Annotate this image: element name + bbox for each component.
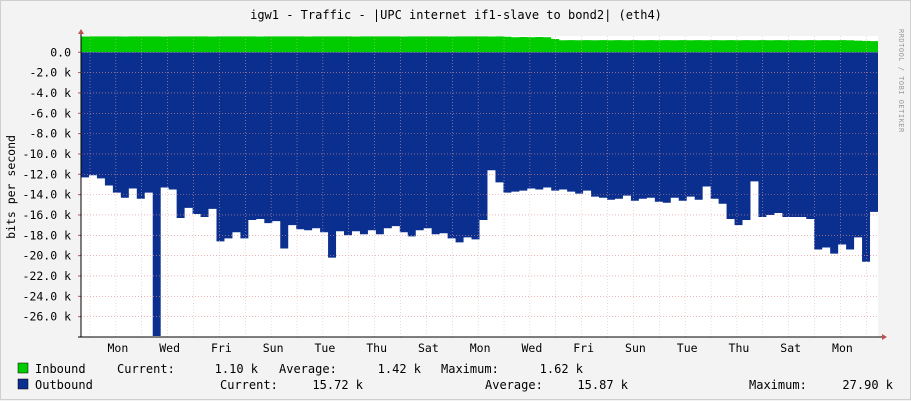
y-tick-label: -24.0 k xyxy=(23,289,72,303)
x-tick-labels: Mon Wed Fri Sun Tue Thu Sat Mon Wed Fri Sun Tue Thu S… xyxy=(107,341,852,355)
y-tick-label: -14.0 k xyxy=(23,188,72,202)
y-tick-label: -18.0 k xyxy=(23,228,72,242)
legend-outbound-current: 15.72 k xyxy=(312,378,363,392)
x-tick-label: Sun xyxy=(625,341,646,355)
x-tick-label: Mon xyxy=(832,341,853,355)
x-tick-label: Wed xyxy=(522,341,543,355)
grid-layer xyxy=(78,36,878,337)
axes xyxy=(78,29,887,340)
x-tick-label: Tue xyxy=(677,341,698,355)
x-tick-label: Sat xyxy=(780,341,801,355)
series-area-outbound xyxy=(81,52,878,336)
x-tick-label: Sun xyxy=(263,341,284,355)
legend-outbound-maximum: 27.90 k xyxy=(842,378,893,392)
x-axis-arrow xyxy=(882,334,887,340)
y-tick-label: -16.0 k xyxy=(23,208,72,222)
legend-inbound-current-label: Current: xyxy=(117,362,175,376)
y-tick-label: -4.0 k xyxy=(29,86,71,100)
x-tick-label: Fri xyxy=(573,341,594,355)
legend-inbound-current: 1.10 k xyxy=(215,362,259,376)
x-tick-label: Wed xyxy=(159,341,180,355)
y-tick-label: -8.0 k xyxy=(29,127,71,141)
legend-swatch-inbound xyxy=(17,362,29,374)
x-tick-label: Tue xyxy=(314,341,335,355)
legend-inbound-maximum: 1.62 k xyxy=(540,362,584,376)
x-tick-label: Mon xyxy=(107,341,128,355)
x-tick-label: Mon xyxy=(470,341,491,355)
y-tick-label: -20.0 k xyxy=(23,249,72,263)
area-layer xyxy=(81,36,878,336)
y-tick-label: -12.0 k xyxy=(23,167,72,181)
legend-inbound-average-label: Average: xyxy=(279,362,337,376)
y-tick-label: -10.0 k xyxy=(23,147,72,161)
y-tick-label: -6.0 k xyxy=(29,106,71,120)
y-tick-label: -26.0 k xyxy=(23,310,72,324)
y-axis-label: bits per second xyxy=(4,135,18,239)
y-tick-label: -22.0 k xyxy=(23,269,72,283)
legend-outbound-average: 15.87 k xyxy=(577,378,628,392)
x-tick-label: Fri xyxy=(211,341,232,355)
y-tick-labels: 0.0 -2.0 k -4.0 k -6.0 k -8.0 k -10.0 k -12.0 … xyxy=(23,45,72,323)
y-tick-label: 0.0 xyxy=(50,45,71,59)
legend-inbound-maximum-label: Maximum: xyxy=(441,362,499,376)
legend-swatch-outbound xyxy=(17,378,29,390)
x-tick-label: Thu xyxy=(729,341,750,355)
y-axis-arrow xyxy=(78,29,84,34)
rrdtool-watermark: RRDTOOL / TOBI OETIKER xyxy=(897,29,905,133)
series-area-inbound xyxy=(81,36,878,53)
x-tick-label: Thu xyxy=(366,341,387,355)
legend-outbound-current-label: Current: xyxy=(220,378,278,392)
legend-inbound-average: 1.42 k xyxy=(378,362,422,376)
legend-label-outbound: Outbound xyxy=(35,378,93,392)
legend-outbound-average-label: Average: xyxy=(485,378,543,392)
y-tick-label: -2.0 k xyxy=(29,66,71,80)
chart-title: igw1 - Traffic - |UPC internet if1-slave… xyxy=(250,8,662,22)
x-tick-label: Sat xyxy=(418,341,439,355)
legend-label-inbound: Inbound xyxy=(35,362,86,376)
legend-outbound-maximum-label: Maximum: xyxy=(749,378,807,392)
